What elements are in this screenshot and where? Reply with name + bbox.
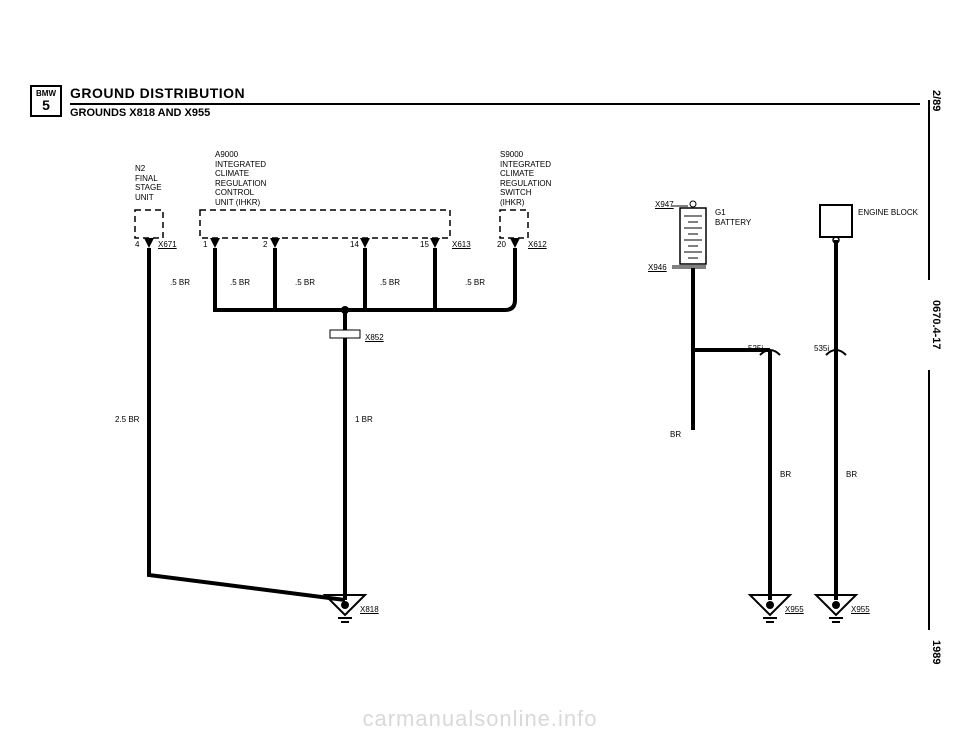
wiring-diagram <box>0 0 960 744</box>
lbl-n2: N2 FINAL STAGE UNIT <box>135 164 162 202</box>
lbl-5br-c: .5 BR <box>295 278 315 288</box>
lbl-x613: X613 <box>452 240 471 250</box>
lbl-br-mid: BR <box>780 470 791 480</box>
lbl-pin20: 20 <box>497 240 506 250</box>
lbl-pin15: 15 <box>420 240 429 250</box>
s9000-box <box>500 210 528 238</box>
lbl-x852: X852 <box>365 333 384 343</box>
lbl-1br: 1 BR <box>355 415 373 425</box>
engine-block-box <box>820 205 852 237</box>
lbl-pin2: 2 <box>263 240 267 250</box>
lbl-x671: X671 <box>158 240 177 250</box>
lbl-g1: G1 BATTERY <box>715 208 751 227</box>
lbl-x946: X946 <box>648 263 667 273</box>
lbl-engine: ENGINE BLOCK <box>858 208 918 218</box>
lbl-pin4: 4 <box>135 240 139 250</box>
lbl-x955-a: X955 <box>785 605 804 615</box>
lbl-pin14: 14 <box>350 240 359 250</box>
lbl-5br-b: .5 BR <box>230 278 250 288</box>
left-wires <box>149 248 515 600</box>
lbl-pin1: 1 <box>203 240 207 250</box>
battery <box>680 201 706 264</box>
lbl-s9000: S9000 INTEGRATED CLIMATE REGULATION SWIT… <box>500 150 551 208</box>
a9000-box <box>200 210 450 238</box>
lbl-535i: 535i <box>814 344 829 354</box>
lbl-a9000: A9000 INTEGRATED CLIMATE REGULATION CONT… <box>215 150 266 208</box>
n2-box <box>135 210 163 238</box>
lbl-5br-e: .5 BR <box>465 278 485 288</box>
x852-connector <box>330 330 360 338</box>
junction-x852-dot <box>341 306 349 314</box>
right-wires <box>693 240 836 600</box>
lbl-5br-a: .5 BR <box>170 278 190 288</box>
lbl-x955-b: X955 <box>851 605 870 615</box>
lbl-525i: 525i <box>748 344 763 354</box>
lbl-25br: 2.5 BR <box>115 415 139 425</box>
lbl-x947: X947 <box>655 200 674 210</box>
lbl-br-right: BR <box>846 470 857 480</box>
lbl-x818: X818 <box>360 605 379 615</box>
lbl-br-left: BR <box>670 430 681 440</box>
lbl-5br-d: .5 BR <box>380 278 400 288</box>
lbl-x612: X612 <box>528 240 547 250</box>
